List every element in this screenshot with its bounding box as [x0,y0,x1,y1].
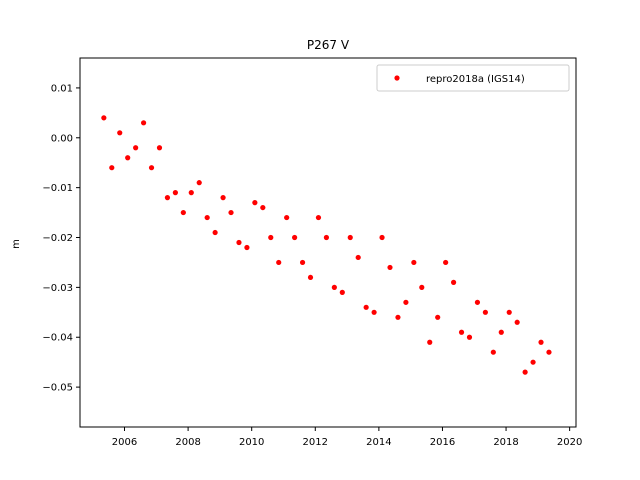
x-tick-label: 2006 [112,437,137,448]
y-tick-label: −0.04 [42,333,73,344]
data-point [228,209,234,216]
y-tick-label: −0.02 [42,233,73,244]
data-point [506,309,512,315]
data-point [355,254,361,261]
data-point [490,349,496,355]
y-tick-label: −0.03 [42,283,73,294]
data-point [538,339,544,345]
data-point [164,195,171,201]
x-tick-label: 2012 [303,437,328,448]
y-axis-ticks: 0.01 0.00 −0.01 −0.02 −0.03 −0.04 −0.05 [42,83,80,394]
data-point [292,234,298,241]
data-point [276,259,282,266]
data-point [101,115,107,121]
data-point [244,244,250,251]
legend-box [376,64,570,92]
legend-label: repro2018a (IGS14) [426,74,525,85]
data-point [284,214,290,221]
data-point [482,309,488,315]
data-point [546,349,552,355]
data-point [140,120,147,126]
data-point [363,304,369,310]
data-point [117,130,123,136]
legend-marker [394,75,400,81]
data-point [435,314,441,320]
data-point [188,190,194,196]
data-point [252,200,258,206]
data-point [125,155,131,161]
y-axis-label: m [11,239,22,249]
data-point [443,259,449,266]
x-tick-label: 2018 [493,437,518,448]
data-point [522,369,528,375]
y-tick-label: 0.01 [51,83,73,94]
data-point [419,284,425,290]
data-point [474,299,481,305]
data-point [180,209,186,216]
data-point [458,329,465,335]
x-tick-label: 2008 [175,437,200,448]
data-point [371,309,377,315]
data-point [260,204,266,211]
data-point [411,259,417,266]
data-point [148,165,155,171]
data-point [133,145,139,151]
data-point [395,314,401,320]
data-point [347,234,353,241]
x-tick-label: 2010 [239,437,264,448]
plot-area-frame [79,57,577,428]
data-point [323,234,330,241]
data-point [339,289,345,295]
data-point [387,264,393,271]
x-tick-label: 2020 [557,437,582,448]
legend: repro2018a (IGS14) [376,64,570,92]
data-points [101,115,552,375]
data-point [236,239,242,246]
data-point [315,214,322,221]
data-point [530,359,536,365]
data-point [403,299,409,305]
data-point [204,214,210,221]
data-point [299,259,306,266]
x-tick-label: 2014 [366,437,391,448]
chart-title: P267 V [307,38,350,52]
data-point [427,339,433,345]
data-point [156,145,163,151]
x-tick-label: 2016 [430,437,455,448]
data-point [109,165,115,171]
data-point [196,180,202,186]
data-point [331,284,337,290]
data-point [307,274,314,281]
y-tick-label: −0.01 [42,183,73,194]
data-point [172,190,178,196]
data-point [514,319,520,325]
data-point [268,234,274,241]
y-tick-label: 0.00 [51,133,73,144]
data-point [450,279,457,285]
data-point [212,229,218,236]
data-point [220,195,226,201]
y-tick-label: −0.05 [42,383,73,394]
data-point [498,329,504,335]
data-point [466,334,473,340]
x-axis-ticks: 2006 2008 2010 2012 2014 2016 2018 2020 [112,427,582,448]
data-point [379,234,385,241]
